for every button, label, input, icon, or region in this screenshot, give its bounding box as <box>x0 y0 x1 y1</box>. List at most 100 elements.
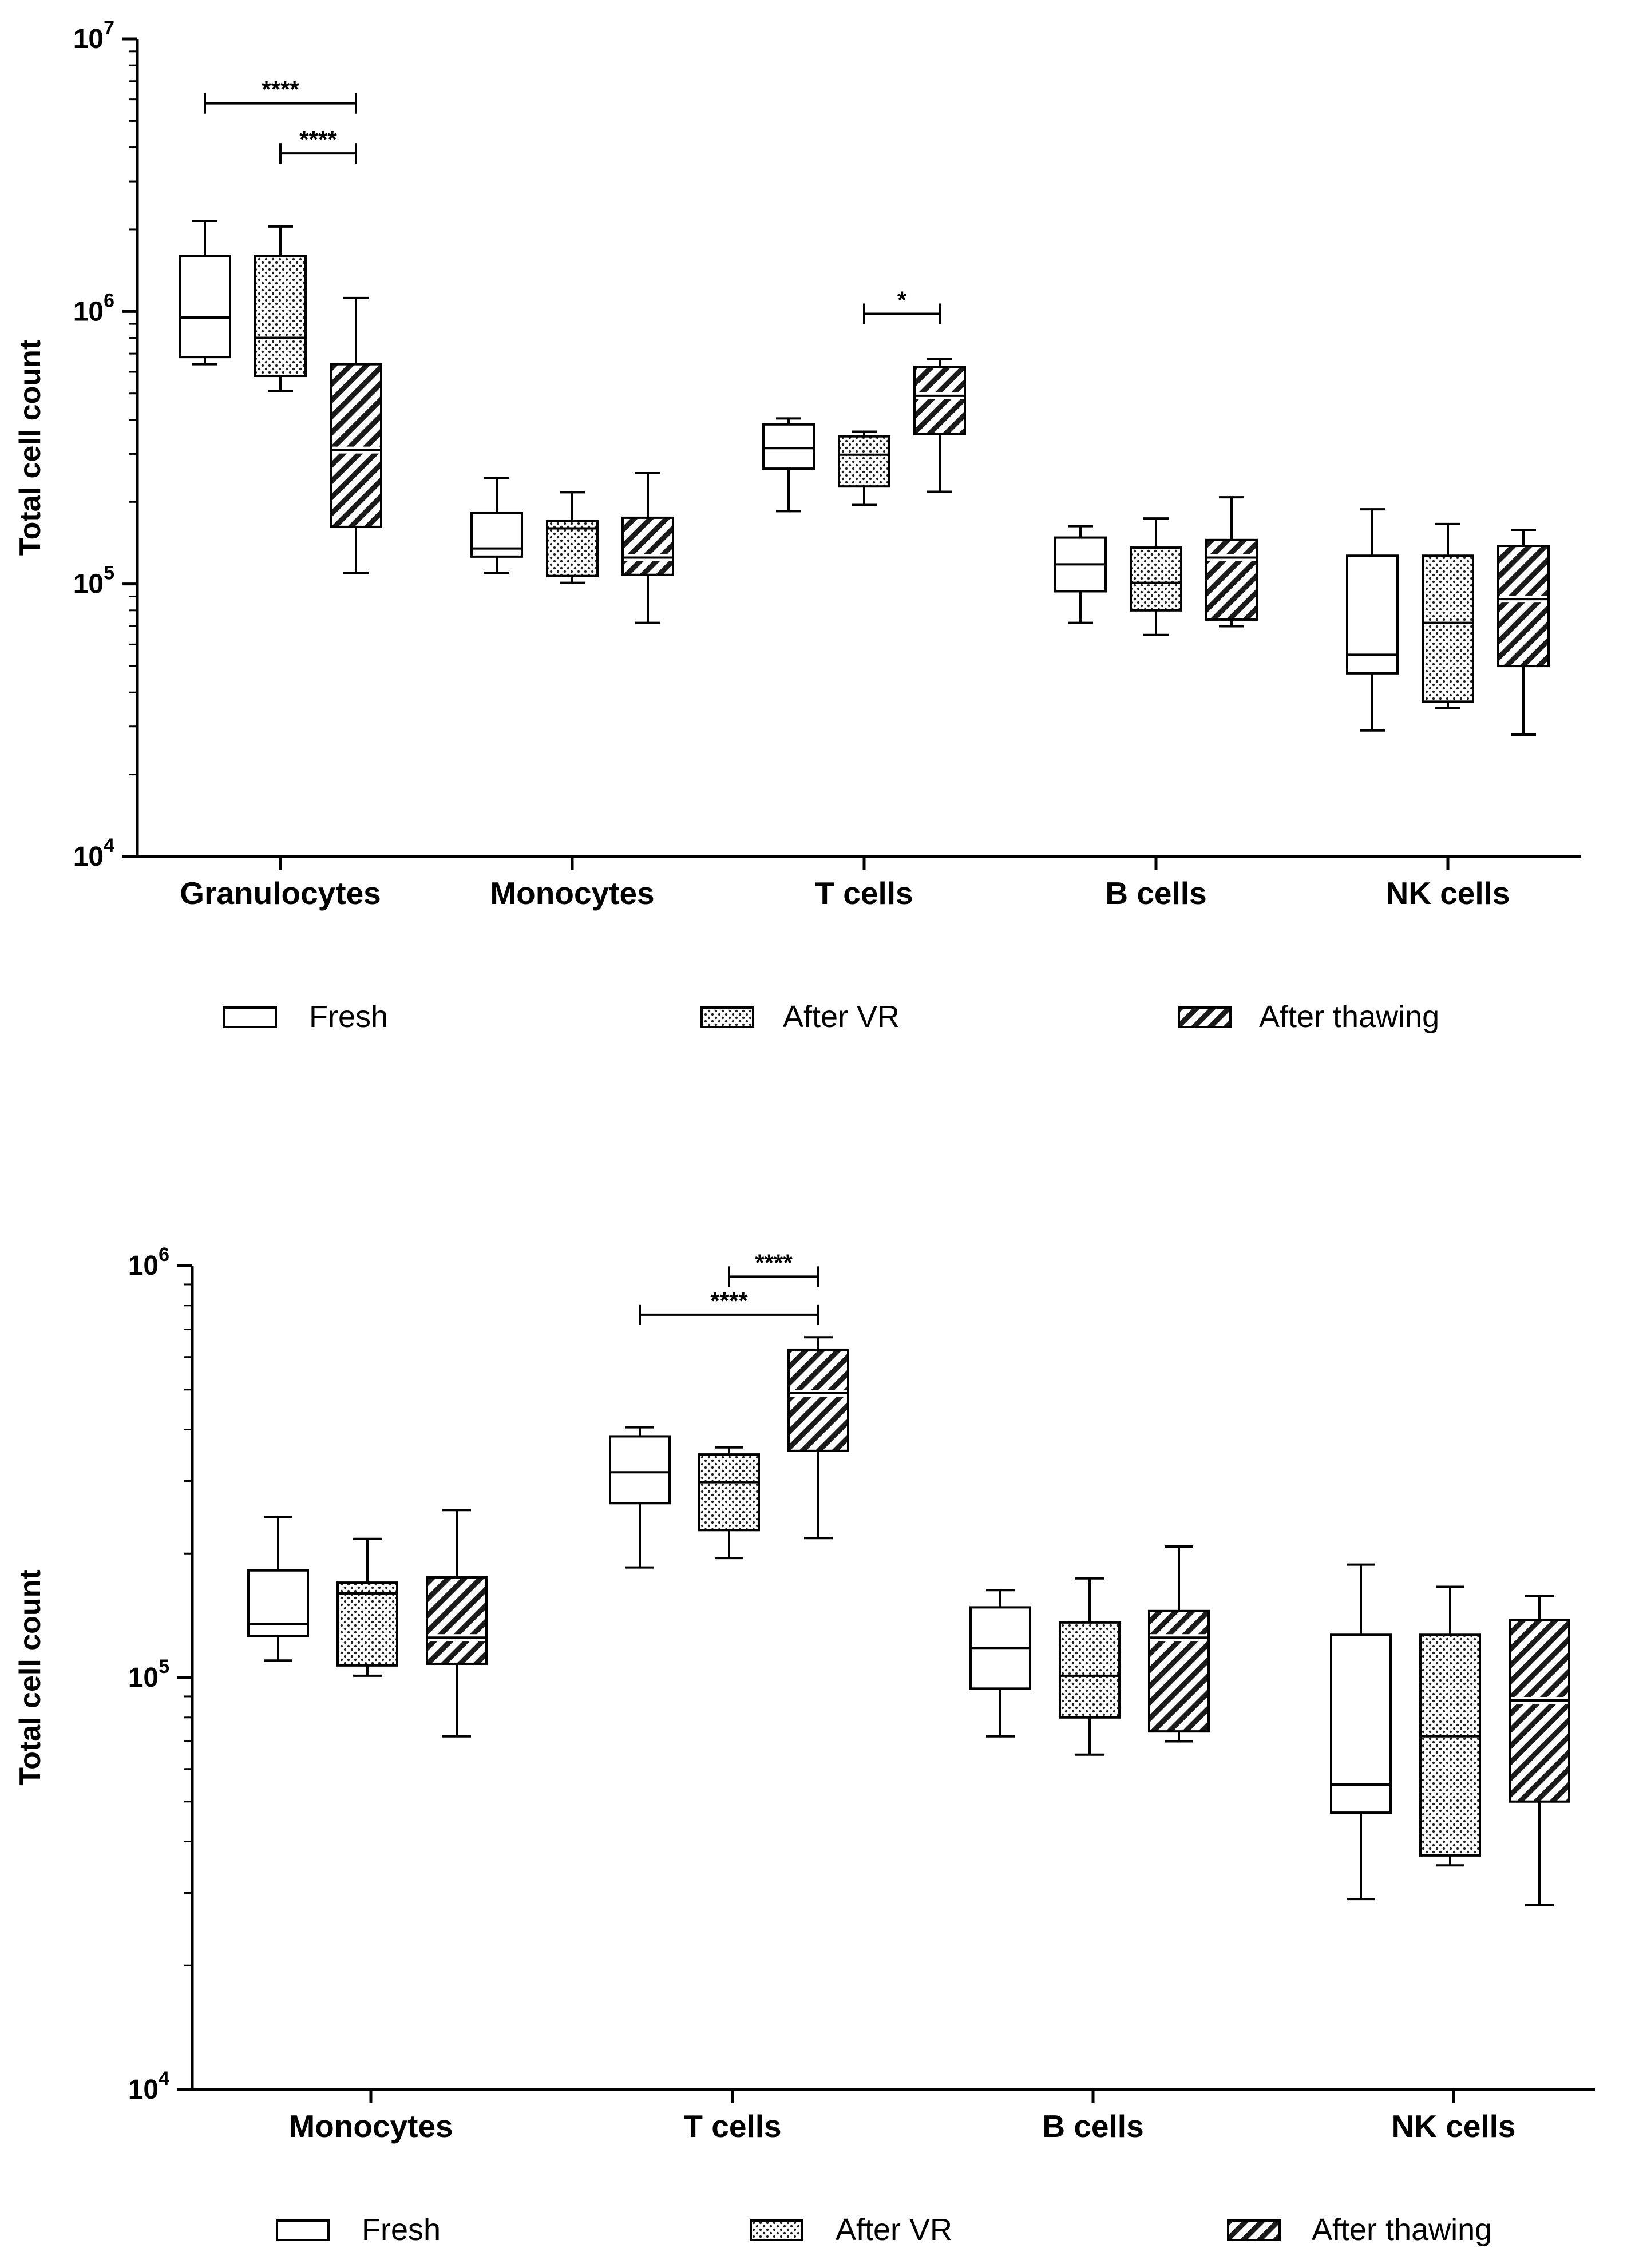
box-iqr <box>179 255 231 359</box>
y-tick-label: 104 <box>73 835 114 872</box>
legend-item-after-vr: After VR <box>750 2213 952 2247</box>
box-after-thawing <box>330 296 382 574</box>
y-tick-label: 106 <box>73 290 114 327</box>
legend-item-after-vr: After VR <box>700 1000 900 1034</box>
legend-swatch <box>276 2219 330 2241</box>
box-iqr <box>1148 1609 1210 1733</box>
box-after-vr <box>1130 517 1182 636</box>
y-axis-title: Total cell count <box>14 1569 47 1786</box>
x-tick-label: T cells <box>815 875 913 911</box>
box-iqr <box>787 1348 849 1452</box>
box-fresh <box>762 417 815 513</box>
significance-bracket: **** <box>639 1287 819 1325</box>
box-iqr <box>1330 1633 1392 1814</box>
box-after-thawing <box>426 1509 488 1738</box>
legend-label: Fresh <box>309 1000 388 1034</box>
box-iqr <box>1422 554 1474 703</box>
box-iqr <box>1509 1619 1570 1803</box>
box-iqr <box>336 1581 398 1667</box>
box-iqr <box>1205 538 1258 621</box>
box-after-thawing <box>1509 1594 1570 1907</box>
y-tick-label: 105 <box>73 562 114 600</box>
x-tick-label: Granulocytes <box>180 875 381 911</box>
x-tick-label: T cells <box>683 2108 781 2144</box>
significance-bracket: * <box>863 287 941 324</box>
x-tick-label: B cells <box>1105 875 1206 911</box>
x-tick-label: B cells <box>1042 2108 1143 2144</box>
box-fresh <box>179 219 231 366</box>
box-iqr <box>426 1576 488 1665</box>
significance-bracket: **** <box>728 1249 819 1287</box>
significance-label: **** <box>299 126 337 153</box>
y-axis-title: Total cell count <box>14 340 47 556</box>
legend-item-after-thawing: After thawing <box>1227 2213 1492 2247</box>
x-tick-label: NK cells <box>1391 2108 1515 2144</box>
box-iqr <box>1497 545 1550 668</box>
legend-swatch <box>223 1006 277 1028</box>
box-after-thawing <box>913 358 966 493</box>
box-after-thawing <box>1148 1545 1210 1743</box>
significance-label: **** <box>262 76 299 103</box>
box-after-vr <box>1419 1585 1481 1867</box>
box-iqr <box>838 435 890 488</box>
box-fresh <box>609 1426 671 1569</box>
legend-swatch <box>700 1006 754 1028</box>
significance-bracket: **** <box>204 76 357 114</box>
legend-item-after-thawing: After thawing <box>1178 1000 1439 1034</box>
box-iqr <box>330 363 382 528</box>
box-after-vr <box>546 491 599 584</box>
box-fresh <box>247 1516 309 1662</box>
x-tick-label: Monocytes <box>490 875 654 911</box>
chart-all-leukocytes: 104 105 106 107 Total cell count Granulocytes… <box>14 17 1581 1034</box>
box-fresh <box>1054 525 1107 624</box>
box-iqr <box>913 366 966 435</box>
box-after-vr <box>336 1537 398 1677</box>
box-iqr <box>1059 1621 1121 1719</box>
y-tick-label: 105 <box>128 1656 169 1693</box>
box-iqr <box>247 1569 309 1637</box>
box-after-vr <box>1422 522 1474 709</box>
box-fresh <box>470 477 523 574</box>
legend-item-fresh: Fresh <box>223 1000 388 1034</box>
legend-swatch <box>1178 1006 1232 1028</box>
box-fresh <box>969 1589 1031 1738</box>
box-after-vr <box>838 430 890 506</box>
significance-label: **** <box>755 1249 793 1276</box>
legend-item-fresh: Fresh <box>276 2213 441 2247</box>
chart-mononuclear-cells: 104 105 106 Total cell count Monocytes T cell… <box>14 1244 1595 2247</box>
x-tick-label: Monocytes <box>288 2108 453 2144</box>
y-tick-label: 106 <box>128 1244 169 1281</box>
box-iqr <box>698 1453 760 1532</box>
y-tick-label: 107 <box>73 17 114 54</box>
legend-label: After VR <box>783 1000 900 1034</box>
box-after-vr <box>254 225 307 392</box>
box-iqr <box>254 255 307 378</box>
box-iqr <box>762 423 815 470</box>
legend-swatch <box>1227 2219 1281 2241</box>
significance-bracket: **** <box>279 126 357 164</box>
box-after-vr <box>698 1446 760 1560</box>
box-after-thawing <box>1497 529 1550 736</box>
box-fresh <box>1346 508 1399 732</box>
box-fresh <box>1330 1563 1392 1901</box>
x-tick-label: NK cells <box>1385 875 1510 911</box>
y-tick-label: 104 <box>128 2068 169 2105</box>
box-after-thawing <box>1205 496 1258 628</box>
box-after-thawing <box>787 1336 849 1540</box>
legend-label: Fresh <box>362 2213 441 2247</box>
box-iqr <box>1419 1633 1481 1857</box>
legend-label: After thawing <box>1259 1000 1439 1034</box>
box-iqr <box>470 512 523 558</box>
box-iqr <box>546 520 599 577</box>
box-after-vr <box>1059 1577 1121 1756</box>
significance-label: * <box>897 287 907 314</box>
significance-label: **** <box>710 1287 748 1314</box>
box-iqr <box>1130 546 1182 612</box>
box-after-thawing <box>621 472 674 624</box>
legend-label: After thawing <box>1312 2213 1492 2247</box>
box-iqr <box>609 1435 671 1505</box>
box-iqr <box>621 516 674 576</box>
legend-label: After VR <box>836 2213 952 2247</box>
legend-swatch <box>750 2219 803 2241</box>
